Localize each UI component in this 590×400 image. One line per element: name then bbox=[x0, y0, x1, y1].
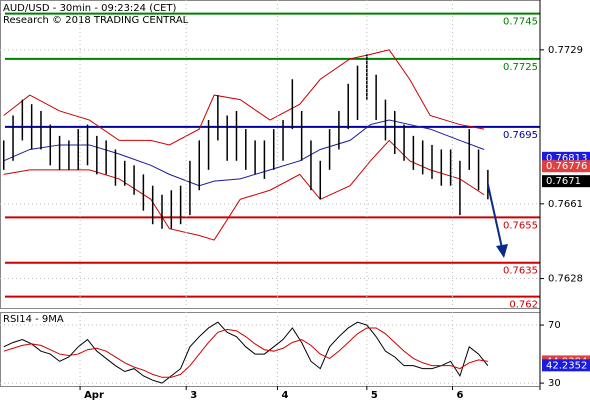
y-tick-label: 0.7628 bbox=[548, 274, 583, 285]
level-label: 0.7695 bbox=[503, 130, 538, 141]
price-tag-label: 42.2352 bbox=[546, 360, 587, 371]
level-label: 0.7745 bbox=[503, 17, 538, 28]
forecast-arrow bbox=[486, 184, 503, 249]
level-label: 0.7635 bbox=[503, 266, 538, 277]
series-line bbox=[3, 321, 489, 384]
price-tag-label: 0.76813 bbox=[546, 153, 587, 164]
chart-subtitle: Research © 2018 TRADING CENTRAL bbox=[3, 15, 189, 26]
price-tag bbox=[542, 160, 590, 173]
price-tag bbox=[542, 175, 590, 188]
series-line bbox=[3, 327, 488, 378]
series-line bbox=[3, 119, 485, 187]
x-tick-label: Apr bbox=[84, 390, 104, 400]
series-line bbox=[3, 49, 485, 146]
y-tick-label: 70 bbox=[548, 320, 561, 331]
series-line bbox=[3, 139, 485, 241]
x-tick-label: 5 bbox=[371, 390, 378, 400]
x-tick-label: 4 bbox=[281, 390, 288, 400]
level-label: 0.762 bbox=[509, 300, 538, 311]
price-tag-label: 0.7671 bbox=[546, 176, 581, 187]
forecast-arrowhead bbox=[496, 244, 508, 258]
price-tag bbox=[542, 359, 590, 372]
y-tick-label: 30 bbox=[548, 378, 561, 389]
x-tick-label: 3 bbox=[190, 390, 197, 400]
level-label: 0.7725 bbox=[503, 62, 538, 73]
y-tick-label: 0.7729 bbox=[548, 45, 583, 56]
chart-title: AUD/USD - 30min - 09:23:24 (CET) bbox=[3, 3, 177, 14]
x-tick-label: 6 bbox=[456, 390, 463, 400]
level-label: 0.7655 bbox=[503, 220, 538, 231]
y-tick-label: 0.7661 bbox=[548, 199, 583, 210]
chart-title: RSI14 - 9MA bbox=[3, 314, 64, 325]
price-tag-label: 0.76776 bbox=[546, 161, 587, 172]
